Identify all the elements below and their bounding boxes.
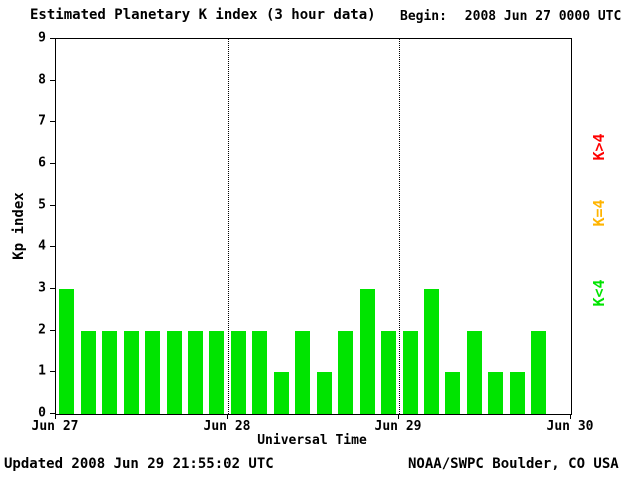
- kp-bar: [424, 289, 439, 414]
- kp-bar: [124, 331, 139, 414]
- x-tick-mark: [398, 414, 399, 419]
- x-tick-label: Jun 29: [374, 419, 422, 434]
- begin-timestamp: Begin: 2008 Jun 27 0000 UTC: [400, 9, 621, 24]
- y-tick-mark: [50, 38, 55, 39]
- y-tick-label: 2: [38, 322, 46, 338]
- y-tick-mark: [50, 246, 55, 247]
- x-tick-label: Jun 27: [31, 419, 79, 434]
- day-boundary-gridline: [399, 39, 400, 414]
- y-tick-mark: [50, 205, 55, 206]
- y-tick-mark: [50, 80, 55, 81]
- x-tick-label: Jun 30: [546, 419, 594, 434]
- plot-area: [55, 38, 572, 415]
- y-tick-mark: [50, 121, 55, 122]
- kp-bar: [510, 372, 525, 414]
- y-tick-mark: [50, 371, 55, 372]
- kp-bar: [209, 331, 224, 414]
- y-tick-label: 7: [38, 113, 46, 129]
- begin-label: Begin:: [400, 9, 447, 24]
- kp-bar: [445, 372, 460, 414]
- kp-bar: [403, 331, 418, 414]
- y-tick-label: 4: [38, 238, 46, 254]
- updated-timestamp: Updated 2008 Jun 29 21:55:02 UTC: [4, 456, 274, 472]
- kp-bar: [488, 372, 503, 414]
- legend-k-above-4: K>4: [590, 133, 608, 161]
- y-tick-label: 5: [38, 197, 46, 213]
- kp-bar: [145, 331, 160, 414]
- y-tick-label: 3: [38, 280, 46, 296]
- y-tick-label: 0: [38, 405, 46, 421]
- y-tick-label: 9: [38, 30, 46, 46]
- kp-bar: [231, 331, 246, 414]
- kp-bar: [102, 331, 117, 414]
- day-boundary-gridline: [228, 39, 229, 414]
- y-tick-mark: [50, 163, 55, 164]
- kp-bar: [317, 372, 332, 414]
- y-tick-mark: [50, 330, 55, 331]
- x-tick-mark: [570, 414, 571, 419]
- y-tick-label: 8: [38, 72, 46, 88]
- kp-bar: [252, 331, 267, 414]
- y-tick-mark: [50, 413, 55, 414]
- legend-k-equal-4: K=4: [590, 199, 608, 227]
- kp-bar: [59, 289, 74, 414]
- x-tick-mark: [227, 414, 228, 419]
- kp-bar: [360, 289, 375, 414]
- kp-bar: [188, 331, 203, 414]
- source-attribution: NOAA/SWPC Boulder, CO USA: [408, 456, 619, 472]
- x-tick-label: Jun 28: [203, 419, 251, 434]
- legend-k-below-4: K<4: [590, 279, 608, 307]
- kp-bar: [467, 331, 482, 414]
- begin-value: 2008 Jun 27 0000 UTC: [464, 9, 622, 24]
- kp-bar: [295, 331, 310, 414]
- y-tick-label: 1: [38, 363, 46, 379]
- x-tick-mark: [55, 414, 56, 419]
- chart-title: Estimated Planetary K index (3 hour data…: [30, 7, 376, 23]
- kp-bar: [381, 331, 396, 414]
- kp-bar: [81, 331, 96, 414]
- y-tick-mark: [50, 288, 55, 289]
- kp-bar: [274, 372, 289, 414]
- kp-bar: [167, 331, 182, 414]
- x-axis-label: Universal Time: [257, 433, 367, 448]
- kp-bar: [531, 331, 546, 414]
- y-tick-label: 6: [38, 155, 46, 171]
- kp-bar: [338, 331, 353, 414]
